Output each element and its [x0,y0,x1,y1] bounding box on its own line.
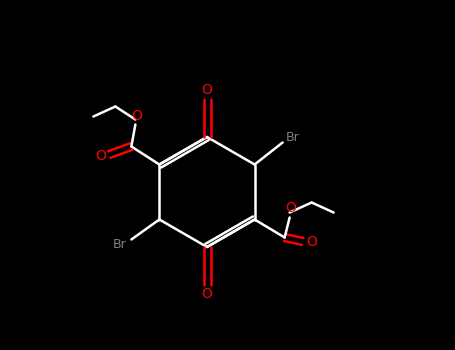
Text: O: O [202,83,212,97]
Text: O: O [131,108,142,122]
Text: O: O [202,287,212,301]
Text: Br: Br [112,238,126,251]
Text: Br: Br [286,131,299,144]
Text: O: O [306,236,317,250]
Text: O: O [95,149,106,163]
Text: O: O [285,202,296,216]
